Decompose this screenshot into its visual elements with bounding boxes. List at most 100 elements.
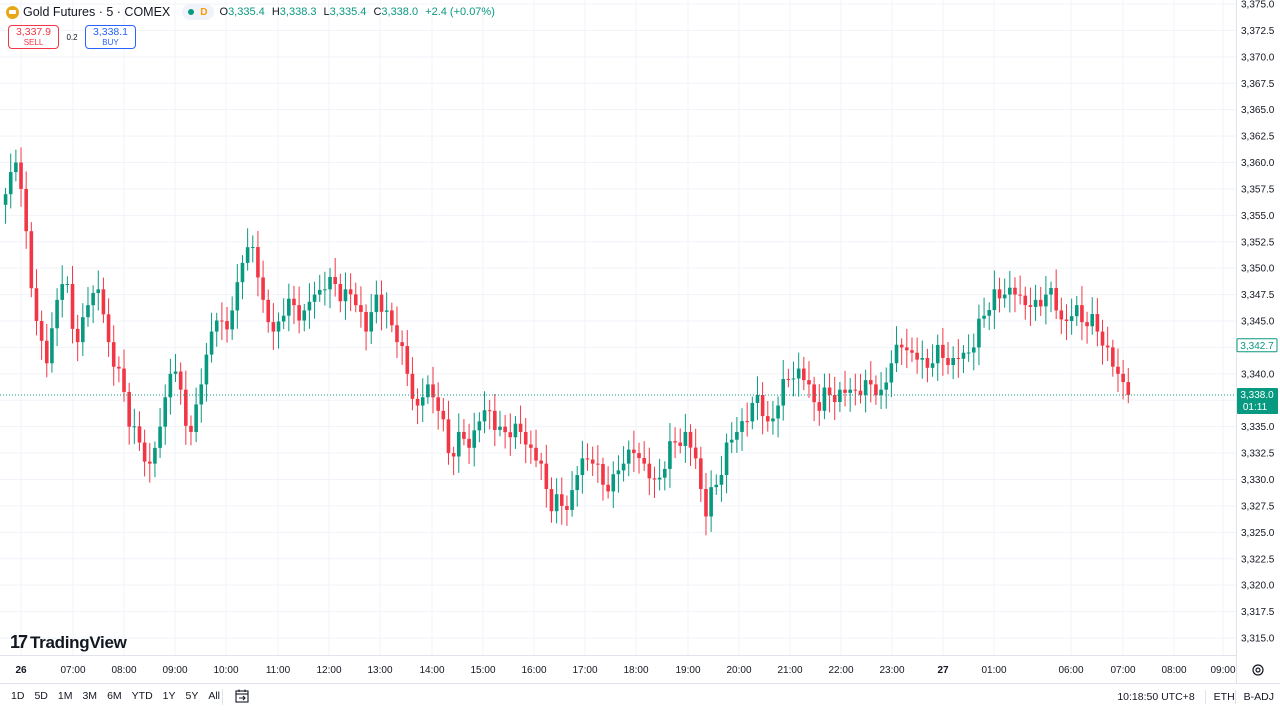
price-tick-label: 3,360.0 [1241, 158, 1275, 169]
candle [446, 400, 451, 465]
session-toggle[interactable]: ETH [1213, 691, 1235, 703]
candle-body [781, 379, 786, 406]
time-tick-label: 08:00 [111, 665, 136, 676]
bottom-toolbar: 1D 5D 1M 3M 6M YTD 1Y 5Y All 10:18:50 UT… [0, 683, 1280, 710]
candle [266, 289, 271, 333]
range-button-1d[interactable]: 1D [11, 690, 25, 702]
adjustment-toggle[interactable]: B-ADJ [1243, 691, 1274, 703]
settings-icon[interactable] [1251, 663, 1265, 677]
clock-timezone[interactable]: 10:18:50 UTC+8 [1117, 691, 1195, 703]
candle-body [348, 289, 353, 295]
candle [817, 384, 822, 426]
candle-body [44, 340, 49, 364]
candle [925, 348, 930, 383]
candle [971, 333, 976, 371]
candle [75, 314, 80, 362]
range-button-3m[interactable]: 3M [82, 690, 98, 702]
range-button-6m[interactable]: 6M [107, 690, 122, 702]
range-button-5y[interactable]: 5Y [185, 690, 199, 702]
candle [1085, 311, 1089, 344]
candle-body [1008, 287, 1012, 295]
candle-body [163, 397, 168, 427]
range-button-1y[interactable]: 1Y [162, 690, 176, 702]
candle [245, 228, 250, 271]
candle [34, 269, 39, 336]
candle [1023, 286, 1028, 320]
candle [343, 272, 348, 320]
market-status-badge[interactable]: D [182, 4, 214, 20]
candle [987, 302, 992, 331]
candle [81, 303, 85, 357]
candle [487, 399, 492, 430]
candle-body [941, 344, 945, 358]
candle-body [312, 294, 317, 302]
date-range-icon[interactable] [234, 688, 250, 704]
candle [570, 471, 574, 517]
tradingview-logo[interactable]: 17 TradingView [10, 632, 127, 653]
candle [14, 149, 18, 182]
candle [966, 334, 971, 362]
price-tick-label: 3,345.0 [1241, 317, 1275, 328]
candle-body [930, 363, 935, 368]
buy-label: BUY [102, 38, 119, 47]
candle [70, 265, 75, 344]
candle-body [523, 431, 528, 445]
candle-body [920, 357, 925, 360]
range-button-1m[interactable]: 1M [57, 690, 73, 702]
candle-body [317, 289, 322, 295]
candle-body [261, 277, 265, 300]
candle [225, 306, 229, 343]
price-tick-label: 3,325.0 [1241, 528, 1275, 539]
tradingview-wordmark: TradingView [30, 632, 127, 652]
candle [549, 477, 554, 523]
candle-body [1080, 305, 1084, 323]
candle-body [987, 310, 992, 316]
candle-body [601, 464, 605, 485]
candle [889, 350, 894, 398]
candle [250, 235, 255, 263]
time-axis[interactable]: 26 07:00 08:00 09:00 10:00 11:00 12:00 13:00 14:… [15, 665, 1236, 676]
candle [1038, 286, 1043, 316]
candle [142, 429, 147, 477]
candle-body [81, 317, 85, 343]
candle [1080, 286, 1084, 341]
candle [796, 352, 801, 397]
price-tick-label: 3,317.5 [1241, 607, 1275, 618]
candle-body [693, 447, 698, 459]
candle-body [415, 398, 420, 406]
price-tick-label: 3,375.0 [1241, 0, 1275, 11]
price-tick-label: 3,340.0 [1241, 369, 1275, 380]
price-chart[interactable]: 3,375.0 3,372.5 3,370.0 3,367.5 3,365.0 3,362… [0, 0, 1280, 683]
candle [853, 373, 858, 406]
candle [678, 428, 683, 454]
candle-body [86, 305, 90, 318]
candle-body [266, 299, 271, 323]
buy-button[interactable]: 3,338.1 BUY [85, 25, 136, 49]
candle-body [899, 344, 904, 348]
trade-panel: 3,337.9 SELL 0.2 3,338.1 BUY [8, 25, 136, 49]
candle-body [137, 426, 142, 443]
range-button-ytd[interactable]: YTD [131, 690, 153, 702]
candle [1044, 276, 1048, 325]
sell-button[interactable]: 3,337.9 SELL [8, 25, 59, 49]
candle [173, 353, 178, 383]
candle-body [1116, 366, 1120, 374]
price-tick-label: 3,362.5 [1241, 132, 1275, 143]
candle-body [621, 463, 626, 471]
candle-body [189, 425, 193, 432]
range-button-all[interactable]: All [208, 690, 221, 702]
range-button-5d[interactable]: 5D [34, 690, 48, 702]
open-value: 3,335.4 [228, 6, 265, 18]
candle-body [39, 321, 44, 341]
symbol-title[interactable]: Gold Futures · 5 · COMEX [23, 5, 171, 19]
candle-body [755, 394, 760, 403]
candle-body [858, 390, 863, 395]
time-tick-label: 18:00 [623, 665, 648, 676]
candle [735, 416, 739, 453]
candle-body [482, 410, 487, 422]
price-axis[interactable]: 3,375.0 3,372.5 3,370.0 3,367.5 3,365.0 3,362… [1241, 0, 1275, 645]
candle [956, 339, 961, 378]
candle [1126, 367, 1131, 404]
candle [101, 277, 106, 323]
candle [961, 345, 966, 373]
